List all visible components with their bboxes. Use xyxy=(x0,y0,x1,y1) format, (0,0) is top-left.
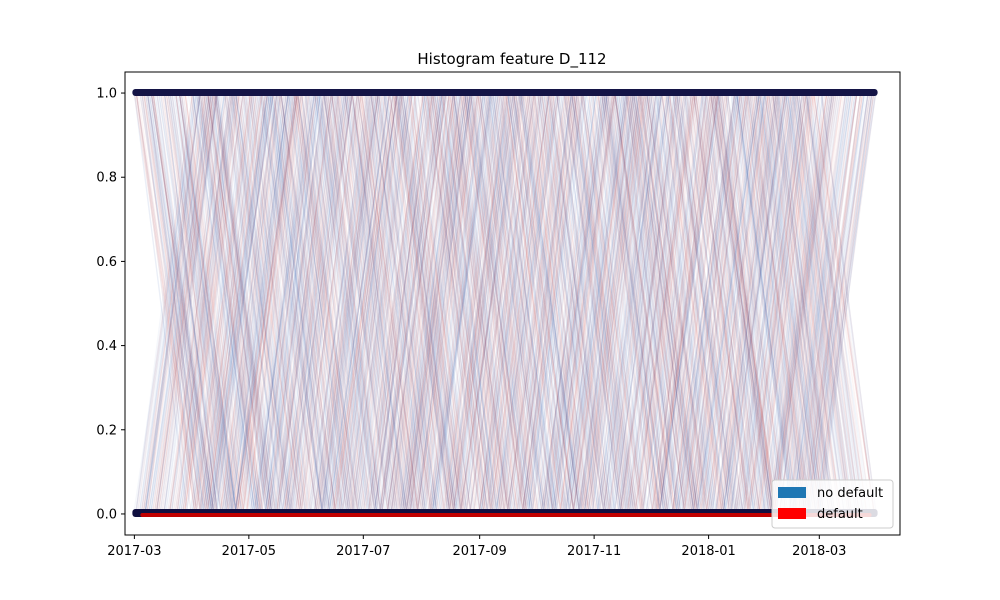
series-line-no-default xyxy=(138,92,876,511)
plot-points xyxy=(132,89,878,517)
plot-lines xyxy=(133,92,877,511)
x-tick-label: 2018-01 xyxy=(681,544,735,559)
y-axis: 0.0 0.2 0.4 0.6 0.8 1.0 xyxy=(96,87,125,522)
series-line-no-default xyxy=(133,92,848,511)
series-line-no-default xyxy=(181,92,828,511)
legend-swatch-no-default xyxy=(778,487,806,498)
chart-title: Histogram feature D_112 xyxy=(417,50,606,69)
legend: no default default xyxy=(771,479,894,529)
y-tick-label: 0.6 xyxy=(96,255,117,270)
series-line-default xyxy=(136,92,873,511)
legend-label-no-default: no default xyxy=(817,486,883,501)
series-line-default xyxy=(184,92,832,511)
series-line-no-default xyxy=(133,92,873,511)
y-tick-label: 0.0 xyxy=(96,507,117,522)
y-tick-label: 0.8 xyxy=(96,171,117,186)
series-line-default xyxy=(184,92,830,510)
plot-frame xyxy=(124,71,901,536)
x-tick-label: 2017-03 xyxy=(107,544,161,559)
x-tick-label: 2017-11 xyxy=(567,544,621,559)
y-tick-label: 1.0 xyxy=(96,87,117,102)
points-band-default xyxy=(140,512,872,517)
x-axis: 2017-03 2017-05 2017-07 2017-09 2017-11 2018-… xyxy=(107,535,846,559)
x-tick-label: 2017-07 xyxy=(336,544,390,559)
x-tick-label: 2018-03 xyxy=(792,544,846,559)
y-tick-label: 0.4 xyxy=(96,339,117,354)
x-tick-label: 2017-05 xyxy=(222,544,276,559)
series-line-no-default xyxy=(182,92,826,511)
series-line-no-default xyxy=(178,92,822,511)
series-line-no-default xyxy=(150,92,877,511)
series-line-default xyxy=(134,92,875,510)
legend-swatch-default xyxy=(778,508,806,519)
series-line-default xyxy=(182,92,824,511)
series-line-no-default xyxy=(135,92,875,511)
x-tick-label: 2017-09 xyxy=(452,544,506,559)
series-line-no-default xyxy=(180,92,824,511)
y-tick-label: 0.2 xyxy=(96,423,117,438)
points-band-top xyxy=(132,89,878,97)
legend-label-default: default xyxy=(817,507,863,522)
